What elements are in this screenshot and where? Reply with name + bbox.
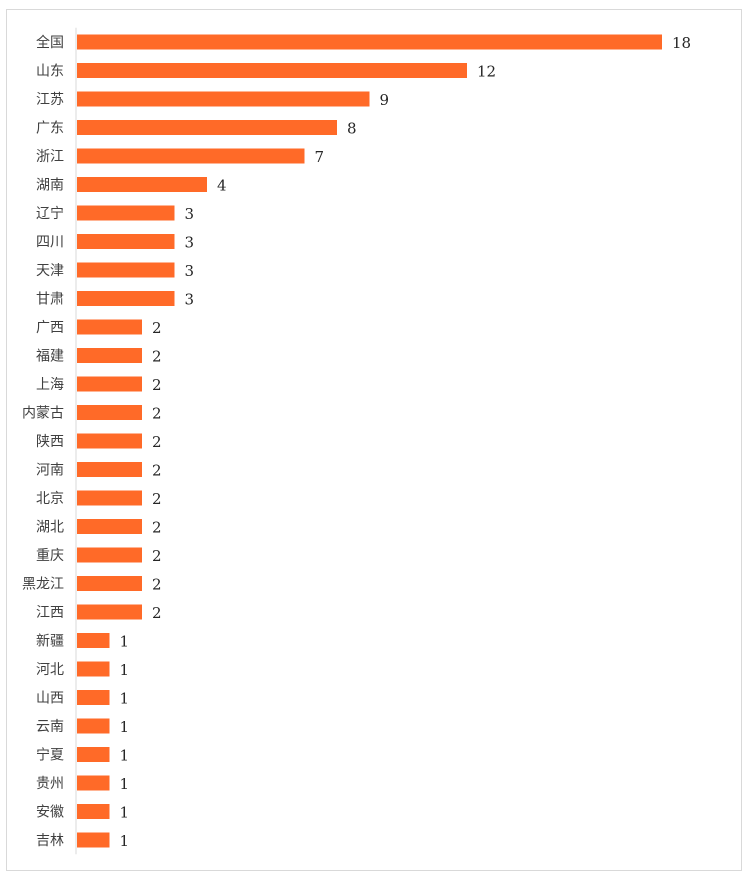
category-label: 天津 bbox=[36, 263, 64, 279]
value-label: 12 bbox=[477, 63, 496, 81]
value-label: 2 bbox=[152, 433, 162, 451]
bar-6 bbox=[77, 205, 175, 221]
category-label: 江西 bbox=[36, 605, 64, 621]
category-label: 宁夏 bbox=[36, 747, 64, 764]
value-label: 2 bbox=[152, 405, 162, 423]
value-label: 2 bbox=[152, 519, 162, 537]
category-label: 陕西 bbox=[36, 434, 64, 450]
bar-17 bbox=[77, 519, 142, 534]
category-label: 上海 bbox=[36, 377, 64, 393]
value-label: 18 bbox=[672, 34, 691, 52]
category-label: 山西 bbox=[36, 691, 64, 707]
value-label: 2 bbox=[152, 376, 162, 394]
bar-26 bbox=[77, 775, 110, 791]
bar-20 bbox=[77, 604, 142, 620]
category-label: 吉林 bbox=[36, 833, 64, 849]
value-label: 2 bbox=[152, 576, 162, 594]
value-label: 1 bbox=[120, 804, 130, 822]
value-label: 2 bbox=[152, 462, 162, 480]
bar-8 bbox=[77, 262, 175, 278]
bar-3 bbox=[77, 120, 337, 135]
category-label: 四川 bbox=[36, 235, 64, 251]
value-label: 1 bbox=[120, 690, 130, 708]
value-label: 1 bbox=[120, 633, 130, 651]
value-label: 1 bbox=[120, 661, 130, 679]
bar-18 bbox=[77, 547, 142, 563]
category-label: 辽宁 bbox=[36, 205, 64, 222]
bar-9 bbox=[77, 291, 175, 306]
value-label: 1 bbox=[120, 832, 130, 850]
value-label: 2 bbox=[152, 547, 162, 565]
category-labels-group: 全国山东江苏广东浙江湖南辽宁四川天津甘肃广西福建上海内蒙古陕西河南北京湖北重庆黑… bbox=[22, 34, 64, 849]
bar-27 bbox=[77, 804, 110, 819]
category-label: 湖南 bbox=[36, 178, 64, 194]
value-label: 2 bbox=[152, 604, 162, 622]
value-label: 7 bbox=[315, 148, 325, 166]
value-label: 3 bbox=[185, 234, 195, 252]
category-label: 云南 bbox=[36, 719, 64, 735]
category-label: 江苏 bbox=[36, 92, 64, 108]
category-label: 湖北 bbox=[36, 520, 64, 536]
bar-2 bbox=[77, 91, 370, 107]
value-label: 9 bbox=[380, 91, 390, 109]
category-label: 黑龙江 bbox=[22, 577, 64, 593]
bar-25 bbox=[77, 747, 110, 762]
category-label: 全国 bbox=[36, 34, 64, 51]
category-label: 河南 bbox=[36, 463, 64, 479]
bar-1 bbox=[77, 63, 467, 78]
bar-0 bbox=[77, 34, 662, 50]
bar-15 bbox=[77, 462, 142, 477]
value-label: 1 bbox=[120, 747, 130, 765]
bar-19 bbox=[77, 576, 142, 591]
category-label: 北京 bbox=[36, 491, 64, 507]
value-labels-group: 18 12 9 8 7 4 3 3 3 3 2 2 2 2 2 2 2 2 2 2 2 1 1 1 1 1 1 1 1 bbox=[120, 34, 692, 850]
bar-28 bbox=[77, 832, 110, 848]
value-label: 1 bbox=[120, 775, 130, 793]
category-label: 贵州 bbox=[36, 776, 64, 792]
category-label: 福建 bbox=[36, 349, 64, 365]
category-label: 重庆 bbox=[36, 548, 64, 564]
category-label: 浙江 bbox=[36, 149, 64, 165]
bar-12 bbox=[77, 376, 142, 392]
bar-21 bbox=[77, 633, 110, 648]
category-label: 内蒙古 bbox=[22, 406, 64, 422]
value-label: 1 bbox=[120, 718, 130, 736]
category-label: 河北 bbox=[36, 662, 64, 678]
bar-14 bbox=[77, 433, 142, 449]
bar-22 bbox=[77, 661, 110, 677]
category-label: 安徽 bbox=[36, 805, 64, 821]
bars-group bbox=[77, 34, 662, 848]
value-label: 8 bbox=[347, 120, 357, 138]
category-label: 山东 bbox=[36, 64, 64, 80]
value-label: 2 bbox=[152, 490, 162, 508]
bar-10 bbox=[77, 319, 142, 335]
value-label: 2 bbox=[152, 348, 162, 366]
category-label: 甘肃 bbox=[36, 292, 64, 308]
value-label: 4 bbox=[217, 177, 227, 195]
bar-23 bbox=[77, 690, 110, 705]
bar-16 bbox=[77, 490, 142, 506]
value-label: 3 bbox=[185, 262, 195, 280]
value-label: 3 bbox=[185, 291, 195, 309]
bar-5 bbox=[77, 177, 207, 192]
bar-24 bbox=[77, 718, 110, 734]
category-label: 广东 bbox=[36, 121, 64, 137]
bar-4 bbox=[77, 148, 305, 164]
value-label: 2 bbox=[152, 319, 162, 337]
category-label: 新疆 bbox=[36, 634, 64, 650]
bar-7 bbox=[77, 234, 175, 249]
value-label: 3 bbox=[185, 205, 195, 223]
bar-11 bbox=[77, 348, 142, 363]
category-label: 广西 bbox=[36, 320, 64, 336]
bar-13 bbox=[77, 405, 142, 420]
